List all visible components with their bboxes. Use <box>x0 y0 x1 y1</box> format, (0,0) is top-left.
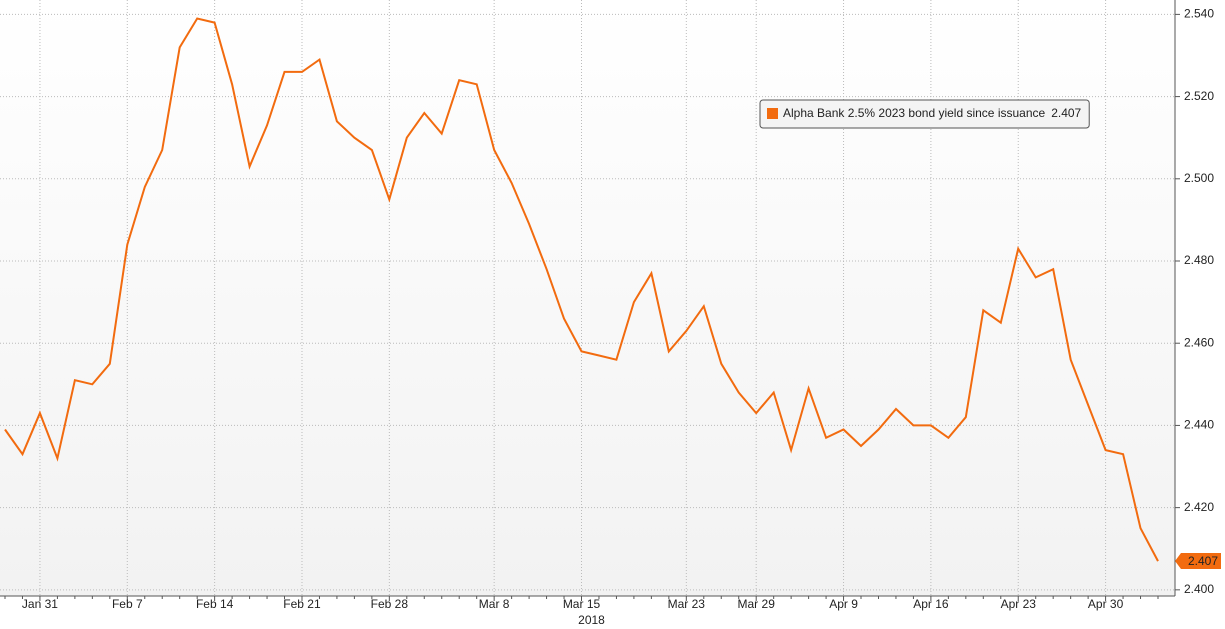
last-value-label: 2.407 <box>1188 554 1218 568</box>
legend: Alpha Bank 2.5% 2023 bond yield since is… <box>759 99 1090 129</box>
x-tick-label: Mar 23 <box>668 597 706 611</box>
x-tick-label: Jan 31 <box>22 597 58 611</box>
x-tick-label: Mar 15 <box>563 597 601 611</box>
x-tick-label: Mar 8 <box>479 597 510 611</box>
y-tick-label: 2.480 <box>1184 253 1214 267</box>
last-value-tag <box>1175 553 1221 570</box>
x-tick-label: Feb 14 <box>196 597 234 611</box>
legend-last-value: 2.407 <box>1051 106 1081 120</box>
y-tick-label: 2.440 <box>1184 418 1214 432</box>
x-tick-label: Apr 16 <box>913 597 949 611</box>
y-tick-label: 2.540 <box>1184 7 1214 21</box>
x-tick-label: Mar 29 <box>738 597 776 611</box>
y-tick-label: 2.420 <box>1184 500 1214 514</box>
y-tick-label: 2.460 <box>1184 335 1214 349</box>
x-tick-label: Feb 7 <box>112 597 143 611</box>
x-tick-label: Apr 23 <box>1001 597 1037 611</box>
legend-swatch <box>767 108 778 119</box>
x-tick-label: Apr 9 <box>829 597 858 611</box>
y-tick-label: 2.500 <box>1184 171 1214 185</box>
y-tick-label: 2.400 <box>1184 582 1214 596</box>
x-tick-label: Feb 28 <box>371 597 409 611</box>
x-tick-label: Feb 21 <box>283 597 321 611</box>
x-tick-label: Apr 30 <box>1088 597 1124 611</box>
legend-box <box>759 99 1090 129</box>
year-label: 2018 <box>578 613 605 627</box>
y-tick-label: 2.520 <box>1184 89 1214 103</box>
line-series <box>4 17 1159 562</box>
plot-background <box>0 0 1175 596</box>
legend-label: Alpha Bank 2.5% 2023 bond yield since is… <box>783 106 1046 120</box>
